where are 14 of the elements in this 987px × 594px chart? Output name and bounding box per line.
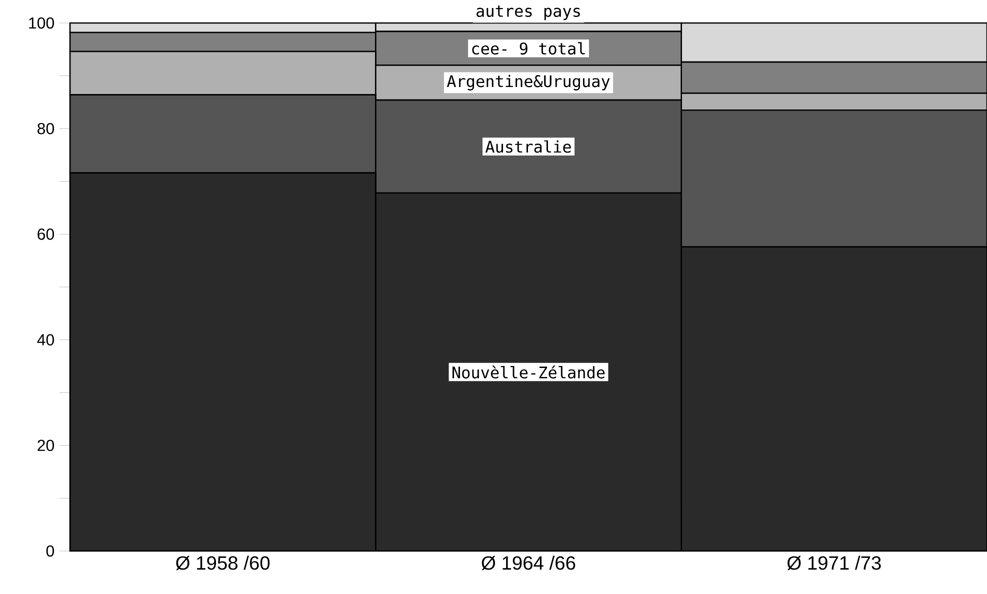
y-tick-label: 60 bbox=[38, 228, 54, 240]
series-label: Argentine&Uruguay bbox=[446, 74, 610, 90]
y-tick-label: 20 bbox=[38, 440, 54, 452]
y-tick-label: 40 bbox=[37, 334, 54, 346]
y-tick-label: 80 bbox=[38, 122, 54, 134]
series-label: cee- 9 total bbox=[472, 42, 585, 55]
series-label: Nouvèlle-Zélande bbox=[452, 365, 605, 379]
series-label: autres pays bbox=[476, 6, 580, 20]
x-tick-label: Ø 1958 /60 bbox=[176, 556, 270, 570]
series-label: Australie bbox=[485, 140, 571, 153]
x-tick-label: Ø 1964 /66 bbox=[482, 556, 576, 570]
y-tick-label: 0 bbox=[46, 545, 54, 557]
x-tick-label: Ø 1971 /73 bbox=[787, 556, 881, 570]
y-tick-label: 100 bbox=[29, 17, 54, 29]
